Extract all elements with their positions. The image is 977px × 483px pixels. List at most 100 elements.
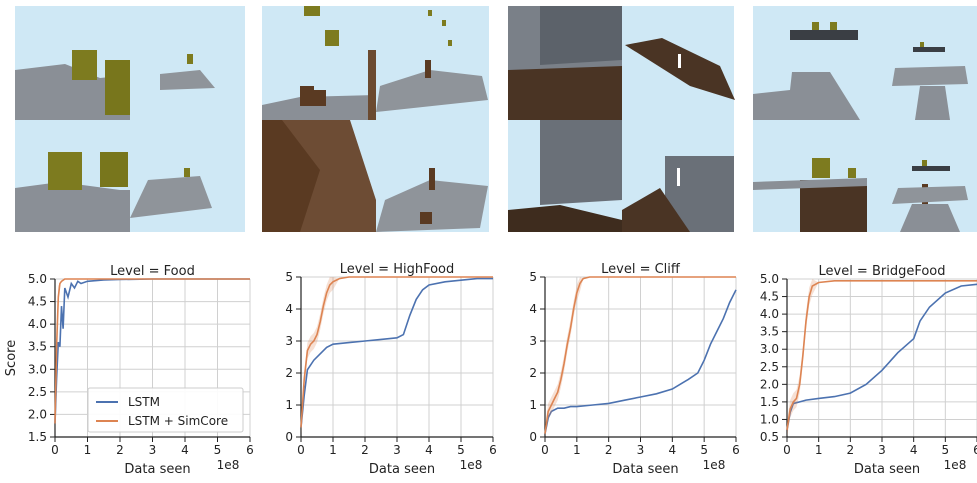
- x-tick-label: 2: [847, 443, 855, 457]
- x-tick-label: 1: [329, 443, 337, 457]
- cliff-scene-ground-1: [508, 66, 622, 120]
- chart-title: Level = BridgeFood: [818, 264, 945, 279]
- bridgefood-cube-3: [920, 42, 924, 47]
- food-scene-floor-3: [15, 182, 130, 232]
- x-axis-multiplier: 1e8: [217, 458, 240, 472]
- y-tick-label: 2: [285, 366, 293, 380]
- highfood-cube-2: [304, 6, 320, 16]
- y-tick-label: 0.5: [760, 430, 779, 444]
- y-tick-label: 1.5: [760, 395, 779, 409]
- highfood-scene-floor-2: [376, 70, 488, 112]
- x-tick-label: 2: [605, 443, 613, 457]
- x-tick-label: 5: [457, 443, 465, 457]
- x-tick-label: 5: [942, 443, 950, 457]
- y-tick-label: 2.0: [28, 407, 47, 421]
- bridgefood-floor-2: [892, 66, 968, 86]
- x-tick-label: 5: [214, 443, 222, 457]
- highfood-scene-sky-3: [350, 120, 376, 200]
- legend-label-2: LSTM + SimCore: [128, 414, 228, 428]
- x-tick-label: 0: [51, 443, 59, 457]
- cliff-scene: [508, 6, 735, 232]
- x-axis-label: Data seen: [612, 462, 678, 477]
- y-tick-label: 4: [529, 302, 537, 316]
- series-line-2: [786, 280, 977, 431]
- chart-4: 0 1 2 3 4 5 6 0.5 1.0 1.5 2.0 2.5 3.0 3.5 4.0 4.5 5.0 Lev…: [760, 264, 977, 477]
- bridgefood-cube-4: [812, 158, 830, 178]
- bridgefood-cube-1: [812, 22, 819, 30]
- x-tick-label: 4: [910, 443, 918, 457]
- y-tick-label: 1.0: [760, 412, 779, 426]
- x-tick-label: 3: [878, 443, 886, 457]
- highfood-cube-3: [428, 10, 432, 16]
- bridgefood-platform-4: [912, 166, 950, 171]
- y-tick-label: 4.5: [28, 295, 47, 309]
- x-tick-label: 4: [181, 443, 189, 457]
- bridgefood-platform-1: [790, 30, 858, 40]
- y-tick-label: 3.0: [760, 342, 779, 356]
- bridgefood-platform-2: [913, 47, 945, 52]
- y-tick-label: 2: [529, 366, 537, 380]
- x-tick-label: 6: [732, 443, 740, 457]
- highfood-scene-floor-1: [262, 95, 376, 120]
- y-tick-label: 3: [529, 334, 537, 348]
- bridgefood-scene: [753, 6, 977, 232]
- series-line-1: [786, 283, 977, 431]
- chart-1: 0 1 2 3 4 5 6 1.5 2.0 2.5 3.0 3.5 4.0 4.5 5.0 Level = F…: [4, 264, 254, 477]
- bridgefood-floor-1: [753, 72, 860, 120]
- y-tick-label: 5.0: [760, 272, 779, 286]
- food-cube-2: [105, 60, 130, 115]
- bridgefood-cube-5: [848, 168, 856, 178]
- chart-title: Level = Food: [110, 264, 195, 279]
- x-tick-label: 1: [84, 443, 92, 457]
- food-scene-floor-2: [160, 70, 215, 90]
- y-tick-label: 3: [285, 334, 293, 348]
- food-scene-floor-4: [130, 176, 212, 218]
- food-scene-floor-1: [15, 64, 130, 120]
- highfood-post-4: [429, 168, 435, 190]
- cliff-scene-wall-1: [540, 6, 622, 65]
- x-tick-label: 0: [541, 443, 549, 457]
- y-tick-label: 1.5: [28, 430, 47, 444]
- cliff-scene-marker-2: [678, 54, 681, 68]
- highfood-scene-floor-4: [376, 180, 488, 232]
- x-tick-label: 4: [669, 443, 677, 457]
- chart-3: 0 1 2 3 4 5 6 0 1 2 3 4 5 Level = Cliff Data seen 1e8: [529, 262, 739, 477]
- x-axis-label: Data seen: [854, 462, 920, 477]
- chart-title: Level = Cliff: [601, 262, 681, 277]
- cliff-scene-ledge-4: [622, 188, 690, 232]
- bridgefood-bridge-4: [900, 204, 960, 232]
- series-line-2: [300, 276, 493, 428]
- cliff-scene-ground-3: [508, 205, 622, 232]
- bridgefood-block-3: [800, 180, 867, 232]
- food-cube-3: [187, 54, 193, 64]
- series-line-1: [544, 289, 737, 434]
- cliff-scene-marker-4: [677, 168, 680, 186]
- x-axis-multiplier: 1e8: [944, 458, 967, 472]
- x-tick-label: 1: [815, 443, 823, 457]
- y-tick-label: 3.5: [760, 325, 779, 339]
- x-tick-label: 0: [783, 443, 791, 457]
- highfood-pillar-1: [368, 50, 376, 120]
- y-tick-label: 1: [285, 398, 293, 412]
- x-tick-label: 6: [246, 443, 254, 457]
- highfood-post-3: [425, 60, 431, 78]
- y-tick-label: 4: [285, 302, 293, 316]
- x-tick-label: 3: [393, 443, 401, 457]
- bridgefood-cube-2: [830, 22, 837, 30]
- y-tick-label: 1: [529, 398, 537, 412]
- bridgefood-bridge-2: [915, 86, 950, 120]
- food-scene: [15, 6, 245, 232]
- series-line-2: [54, 278, 250, 424]
- food-cube-5: [100, 152, 128, 187]
- y-tick-label: 2.0: [760, 377, 779, 391]
- y-tick-label: 5.0: [28, 272, 47, 286]
- y-tick-label: 4.0: [28, 317, 47, 331]
- x-tick-label: 3: [149, 443, 157, 457]
- scene-images: [15, 6, 977, 232]
- chart-2: 0 1 2 3 4 5 6 0 1 2 3 4 5 Level = HighFood Data seen 1e…: [285, 262, 496, 477]
- food-cube-6: [184, 168, 190, 177]
- cliff-scene-ledge-2: [625, 38, 735, 100]
- x-axis-label: Data seen: [369, 462, 435, 477]
